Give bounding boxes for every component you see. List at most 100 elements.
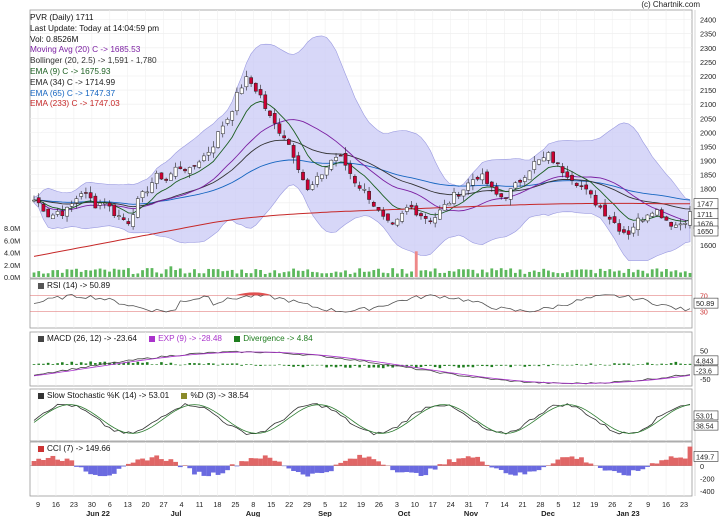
macd-histogram-bar: [594, 364, 597, 366]
cci-bar: [413, 465, 419, 473]
candle-body: [504, 197, 508, 199]
cci-bar: [352, 458, 358, 466]
volume-bar: [683, 271, 687, 277]
candle-body: [239, 87, 244, 94]
cci-bar: [41, 460, 46, 466]
macd-histogram-bar: [537, 364, 541, 367]
x-tick-label: 10: [411, 500, 419, 509]
price-badge: [693, 225, 719, 237]
x-tick-label: 27: [160, 500, 168, 509]
x-tick-label: 23: [70, 500, 78, 509]
candle-body: [433, 217, 438, 224]
candle-body: [400, 213, 404, 222]
volume-bar: [32, 272, 36, 277]
candle-body: [438, 209, 442, 220]
volume-bar: [108, 271, 111, 277]
candle-body: [343, 153, 348, 166]
macd-histogram-bar: [145, 362, 149, 365]
candle-body: [220, 125, 225, 135]
macd-histogram-bar: [613, 363, 616, 365]
price-tick-label: 1600: [700, 241, 716, 250]
macd-histogram-bar: [466, 364, 470, 367]
volume-bar: [537, 271, 541, 277]
macd-histogram-bar: [32, 364, 36, 365]
candle-body: [301, 171, 305, 181]
volume-bar: [523, 273, 527, 277]
cci-bar: [347, 458, 353, 466]
x-tick-label: 18: [213, 500, 221, 509]
candle-body: [471, 179, 475, 186]
volume-bar: [207, 268, 211, 277]
macd-histogram-bar: [636, 364, 640, 365]
macd-histogram-bar: [485, 364, 489, 367]
volume-bar: [679, 272, 682, 277]
macd-histogram-bar: [330, 364, 333, 367]
macd-histogram-bar: [131, 363, 135, 365]
cci-bar: [640, 465, 646, 470]
ema233-line: [33, 202, 690, 257]
macd-histogram-bar: [179, 364, 182, 366]
candle-body: [253, 82, 258, 92]
candle-body: [211, 146, 216, 154]
volume-bar: [344, 270, 347, 277]
volume-bar: [221, 271, 225, 277]
macd-histogram-bar: [429, 364, 432, 366]
x-tick-label: 14: [500, 500, 508, 509]
volume-bar: [669, 271, 673, 277]
cci-bar: [328, 465, 334, 472]
month-label: Sep: [318, 509, 332, 517]
macd-histogram-bar: [462, 364, 465, 368]
x-tick-label: 16: [52, 500, 60, 509]
x-tick-label: 30: [88, 500, 96, 509]
cci-bar: [630, 465, 636, 471]
candle-body: [202, 155, 206, 161]
volume-bar: [112, 268, 116, 277]
macd-histogram-bar: [240, 364, 243, 366]
cci-bar: [357, 454, 363, 466]
macd-tick-label: 0: [700, 361, 704, 370]
macd-histogram-bar: [207, 363, 210, 365]
volume-bar: [518, 269, 522, 277]
candle-body: [51, 214, 55, 219]
candle-body: [598, 205, 603, 208]
macd-histogram-bar: [556, 364, 560, 366]
month-label: Jan 23: [616, 509, 639, 517]
volume-bar: [485, 272, 489, 277]
macd-histogram-bar: [169, 362, 173, 365]
cci-bar: [144, 460, 150, 466]
macd-histogram-bar: [249, 364, 253, 365]
candle-body: [225, 118, 230, 124]
candle-body: [532, 161, 537, 170]
cci-bar: [116, 465, 122, 469]
macd-histogram-bar: [226, 363, 229, 365]
cci-bar: [74, 465, 79, 467]
cci-bar: [163, 460, 169, 466]
candle-body: [107, 202, 112, 207]
x-tick-label: 26: [608, 500, 616, 509]
cci-bar: [314, 465, 320, 473]
macd-histogram-bar: [334, 364, 338, 368]
x-tick-label: 20: [142, 500, 150, 509]
candle-body: [650, 212, 655, 217]
candle-body: [272, 113, 277, 124]
candle-body: [324, 166, 329, 176]
volume-bar: [400, 269, 404, 277]
macd-histogram-bar: [320, 364, 324, 366]
candle-body: [79, 193, 84, 197]
candle-body: [140, 191, 145, 198]
x-tick-label: 21: [518, 500, 526, 509]
macd-histogram-bar: [193, 363, 196, 365]
candle-body: [154, 172, 159, 184]
cci-bar: [446, 459, 452, 466]
candle-body: [65, 206, 69, 217]
stoch-k-label-text: Slow Stochastic %K (14) -> 53.01: [47, 391, 170, 400]
price-tick-label: 2200: [700, 72, 716, 81]
x-tick-label: 28: [536, 500, 544, 509]
volume-bar: [263, 273, 267, 277]
stoch-k-line: [33, 403, 691, 436]
candle-body: [258, 89, 263, 96]
macd-histogram-bar: [363, 364, 366, 366]
macd-histogram-bar: [306, 364, 310, 366]
candle-body: [55, 210, 60, 215]
macd-histogram-bar: [61, 362, 64, 365]
